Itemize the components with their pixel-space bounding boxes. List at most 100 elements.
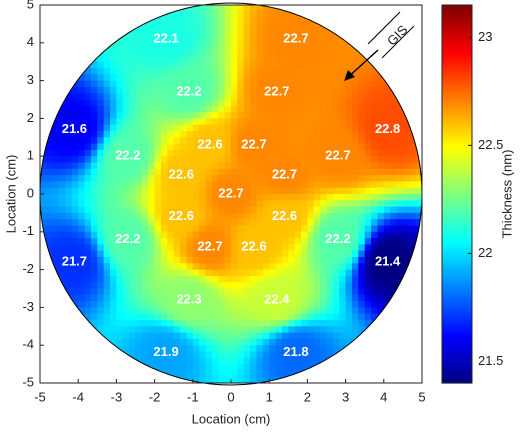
heat-cell — [154, 168, 162, 176]
heat-cell — [339, 212, 347, 220]
heat-cell — [180, 338, 188, 346]
heat-cell — [301, 55, 308, 63]
heat-cell — [243, 238, 251, 245]
heat-cell — [345, 80, 353, 88]
heat-cell — [71, 99, 79, 107]
heat-cell — [154, 194, 162, 201]
heat-cell — [371, 175, 379, 182]
heat-cell — [218, 74, 226, 82]
heat-cell — [307, 219, 315, 227]
heat-cell — [199, 61, 207, 69]
heat-cell — [122, 294, 130, 302]
heat-cell — [269, 105, 277, 113]
heat-cell — [205, 307, 213, 315]
heat-cell — [269, 364, 277, 371]
heat-cell — [148, 99, 156, 107]
heat-cell — [262, 175, 270, 182]
heat-cell — [288, 244, 296, 252]
heat-cell — [351, 143, 359, 151]
heat-cell — [129, 250, 137, 258]
heat-cell — [351, 112, 359, 119]
heat-cell — [402, 275, 410, 283]
heat-cell — [256, 99, 264, 107]
heat-cell — [377, 80, 385, 88]
heat-cell — [231, 5, 238, 12]
heat-cell — [122, 143, 130, 151]
heat-cell — [250, 118, 258, 126]
heat-cell — [205, 294, 213, 302]
heat-cell — [135, 80, 143, 88]
heat-cell — [294, 225, 302, 233]
value-label: 22.7 — [283, 30, 308, 45]
heat-cell — [358, 112, 366, 119]
heat-cell — [351, 74, 359, 82]
heat-cell — [301, 250, 308, 258]
heat-cell — [224, 30, 232, 38]
heat-cell — [351, 86, 359, 94]
colorbar-step — [442, 320, 472, 324]
heat-cell — [59, 175, 67, 182]
colorbar-step — [442, 282, 472, 286]
heat-cell — [52, 181, 60, 189]
heat-cell — [173, 175, 181, 182]
heat-cell — [243, 370, 251, 378]
heat-cell — [256, 149, 264, 157]
heat-cell — [301, 61, 308, 69]
heat-cell — [237, 168, 245, 176]
heat-cell — [97, 137, 105, 145]
heat-cell — [377, 263, 385, 271]
heat-cell — [326, 231, 334, 239]
heat-cell — [351, 187, 359, 195]
heat-cell — [84, 269, 92, 277]
heat-cell — [307, 332, 315, 340]
heat-cell — [110, 162, 117, 170]
colorbar-step — [442, 90, 472, 94]
heat-cell — [294, 181, 302, 189]
heat-cell — [371, 168, 379, 176]
heat-cell — [262, 231, 270, 239]
heat-cell — [262, 206, 270, 214]
heat-cell — [129, 282, 137, 290]
heat-cell — [173, 200, 181, 208]
heat-cell — [167, 55, 175, 63]
heat-cell — [262, 320, 270, 327]
heat-cell — [243, 338, 251, 346]
heat-cell — [320, 187, 328, 195]
heat-cell — [167, 93, 175, 101]
heat-cell — [364, 131, 372, 138]
heat-cell — [141, 225, 149, 233]
heat-cell — [332, 112, 340, 119]
colorbar-step — [442, 105, 472, 110]
heat-cell — [97, 68, 105, 75]
heat-cell — [231, 257, 238, 264]
colorbar-step — [442, 332, 472, 337]
colorbar-step — [442, 342, 472, 346]
value-label: 22.2 — [176, 83, 201, 98]
heat-cell — [288, 250, 296, 258]
heat-cell — [192, 219, 200, 227]
heat-cell — [281, 301, 289, 308]
heat-cell — [250, 294, 258, 302]
heat-cell — [154, 219, 162, 227]
heat-cell — [351, 80, 359, 88]
heat-cell — [160, 162, 168, 170]
heat-cell — [97, 93, 105, 101]
colorbar-step — [442, 253, 472, 258]
heat-cell — [192, 376, 200, 384]
heat-cell — [186, 11, 194, 19]
colorbar-step — [442, 234, 472, 239]
heat-cell — [262, 332, 270, 340]
heat-cell — [281, 168, 289, 176]
heat-cell — [84, 124, 92, 132]
heat-cell — [180, 80, 188, 88]
heat-cell — [358, 288, 366, 296]
heat-cell — [250, 206, 258, 214]
heat-cell — [301, 93, 308, 101]
heat-cell — [186, 257, 194, 264]
heat-cell — [396, 181, 404, 189]
heat-cell — [65, 187, 73, 195]
heat-cell — [383, 175, 391, 182]
heat-cell — [186, 275, 194, 283]
heat-cell — [250, 301, 258, 308]
